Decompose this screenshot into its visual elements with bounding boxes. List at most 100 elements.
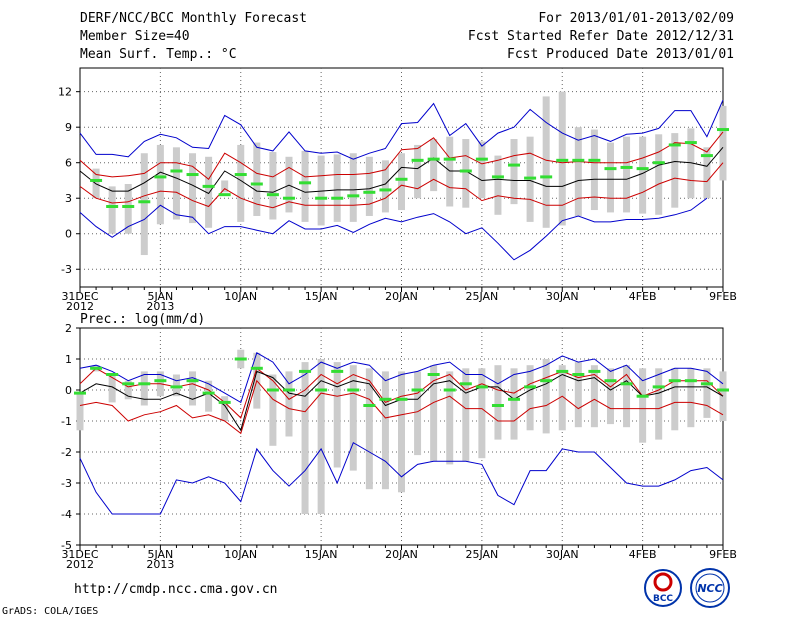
range-bar [719, 105, 727, 181]
y-tick-label: 6 [65, 157, 72, 170]
y-tick-label: 12 [58, 86, 72, 99]
x-tick-label: 5JAN [147, 290, 173, 303]
range-bar [590, 129, 598, 211]
x-tick-label: 25JAN [465, 290, 498, 303]
range-bar [430, 139, 438, 192]
x-tick-label: 10JAN [224, 290, 257, 303]
range-bar [478, 141, 486, 199]
range-bar [510, 368, 518, 440]
minus-sd-line [79, 379, 724, 435]
range-bar [253, 142, 261, 216]
range-bar [639, 368, 647, 443]
min-line [79, 441, 724, 515]
range-bar [108, 374, 116, 403]
range-bar [124, 380, 132, 400]
range-bar [414, 144, 422, 199]
range-bar [221, 396, 229, 421]
range-bar [478, 368, 486, 459]
range-bar [558, 365, 566, 431]
x-tick-label: 4FEB [629, 290, 657, 303]
bcc-logo-icon: BCC [644, 569, 682, 607]
range-bar [687, 368, 695, 428]
range-bar [590, 365, 598, 428]
x-tick-sublabel: 2013 [146, 300, 174, 313]
y-tick-label: 2 [65, 322, 72, 335]
x-tick-label: 20JAN [385, 290, 418, 303]
x-tick-label: 5JAN [147, 548, 173, 561]
minus-sd-line [79, 162, 724, 209]
range-bar [639, 136, 647, 214]
range-bar [76, 393, 84, 431]
range-bar [526, 365, 534, 431]
range-bar [205, 156, 213, 228]
y-tick-label: -2 [61, 446, 72, 459]
bcc-logo-text: BCC [653, 594, 673, 604]
range-bar [655, 134, 663, 215]
x-tick-label: 20JAN [385, 548, 418, 561]
range-bar [703, 147, 711, 199]
range-bar [349, 365, 357, 471]
range-bar [655, 368, 663, 440]
x-tick-label: 31DEC [61, 548, 98, 561]
variable-label: Mean Surf. Temp.: °C [80, 47, 237, 62]
y-tick-label: 0 [65, 228, 72, 241]
range-bar [414, 371, 422, 456]
range-bar [140, 153, 148, 256]
range-bar [140, 371, 148, 406]
range-bar [381, 371, 389, 490]
range-bar [462, 139, 470, 208]
member-size-label: Member Size=40 [80, 29, 190, 44]
range-bar [606, 142, 614, 213]
range-bar [172, 147, 180, 220]
range-bar [285, 156, 293, 213]
range-bar [381, 160, 389, 213]
grads-credit: GrADS: COLA/IGES [2, 606, 99, 617]
range-bar [317, 359, 325, 514]
range-bar [285, 371, 293, 437]
range-bar [301, 150, 309, 222]
y-tick-label: -3 [61, 477, 72, 490]
range-bar [494, 155, 502, 215]
x-tick-label: 25JAN [465, 548, 498, 561]
range-bar [398, 153, 405, 211]
range-bar [317, 155, 325, 226]
range-bar [623, 136, 631, 213]
y-tick-label: -5 [61, 539, 72, 552]
range-bar [301, 362, 309, 514]
range-bar [606, 368, 614, 425]
range-bar [124, 184, 132, 234]
plus-sd-line [79, 367, 724, 419]
range-bar [462, 368, 470, 462]
range-bar [189, 153, 197, 224]
range-bar [205, 380, 213, 412]
range-bar [558, 91, 566, 226]
plus-sd-line [79, 131, 724, 181]
logos: BCC NCC [644, 568, 730, 608]
range-bar [269, 374, 277, 446]
range-bar [542, 96, 550, 228]
range-bar [446, 136, 454, 207]
range-bar [542, 359, 550, 434]
x-tick-label: 4FEB [629, 548, 657, 561]
range-bar [365, 156, 373, 216]
ensemble-mean-line [79, 146, 724, 195]
range-bar [269, 152, 277, 220]
x-tick-sublabel: 2012 [66, 558, 94, 571]
y-tick-label: -4 [61, 508, 72, 521]
max-line [79, 352, 724, 404]
range-bar [108, 186, 116, 234]
range-bar [671, 368, 679, 431]
range-bar [510, 139, 518, 205]
range-bar [687, 128, 695, 199]
ncc-logo-icon: NCC [690, 568, 730, 608]
range-bar [365, 368, 373, 490]
x-tick-label: 30JAN [546, 548, 579, 561]
x-tick-sublabel: 2012 [66, 300, 94, 313]
footer-url[interactable]: http://cmdp.ncc.cma.gov.cn [74, 582, 278, 597]
range-bar [398, 371, 405, 493]
range-bar [237, 144, 245, 222]
range-bar [671, 133, 679, 208]
precip-label: Prec.: log(mm/d) [80, 312, 206, 327]
range-bar [172, 374, 180, 397]
range-bar [349, 153, 357, 222]
